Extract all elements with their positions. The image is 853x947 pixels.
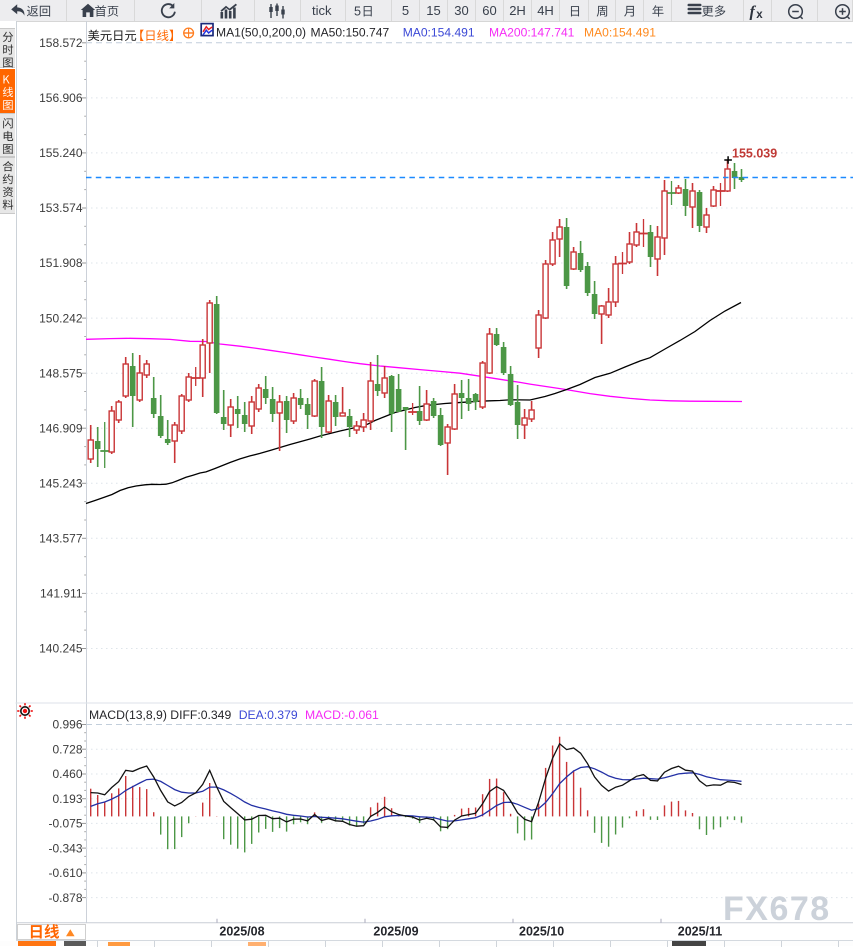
svg-text:158.572: 158.572 bbox=[39, 36, 83, 50]
svg-text:DEA:0.379: DEA:0.379 bbox=[239, 708, 298, 722]
svg-text:150.242: 150.242 bbox=[39, 311, 83, 325]
svg-text:151.908: 151.908 bbox=[39, 256, 83, 270]
svg-text:140.245: 140.245 bbox=[39, 642, 83, 656]
svg-text:153.574: 153.574 bbox=[39, 201, 83, 215]
svg-text:MACD:-0.061: MACD:-0.061 bbox=[305, 708, 379, 722]
svg-text:MA50:150.747: MA50:150.747 bbox=[311, 25, 390, 39]
svg-text:MA0:154.491: MA0:154.491 bbox=[584, 25, 656, 39]
svg-text:2025/11: 2025/11 bbox=[678, 925, 723, 939]
svg-text:MA200:147.741: MA200:147.741 bbox=[489, 25, 575, 39]
svg-text:2025/09: 2025/09 bbox=[373, 925, 418, 939]
svg-text:148.575: 148.575 bbox=[39, 366, 83, 380]
svg-text:MA1(50,0,200,0): MA1(50,0,200,0) bbox=[216, 25, 306, 39]
svg-text:0.460: 0.460 bbox=[52, 767, 82, 781]
svg-text:MA0:154.491: MA0:154.491 bbox=[403, 25, 475, 39]
svg-text:f: f bbox=[750, 4, 757, 21]
svg-text:FX678: FX678 bbox=[723, 890, 831, 928]
svg-text:143.577: 143.577 bbox=[39, 532, 83, 546]
svg-text:155.240: 155.240 bbox=[39, 146, 83, 160]
svg-text:141.911: 141.911 bbox=[40, 587, 83, 601]
svg-text:-0.610: -0.610 bbox=[48, 866, 82, 880]
svg-text:-0.343: -0.343 bbox=[48, 841, 82, 855]
svg-text:x: x bbox=[756, 9, 763, 20]
svg-text:0.996: 0.996 bbox=[52, 718, 82, 732]
svg-text:156.906: 156.906 bbox=[39, 91, 83, 105]
svg-text:155.039: 155.039 bbox=[732, 146, 777, 160]
svg-text:145.243: 145.243 bbox=[39, 477, 83, 491]
svg-text:146.909: 146.909 bbox=[39, 421, 83, 435]
svg-text:-0.075: -0.075 bbox=[48, 817, 82, 831]
svg-text:0.193: 0.193 bbox=[52, 792, 82, 806]
svg-text:-0.878: -0.878 bbox=[48, 891, 82, 905]
svg-text:2025/08: 2025/08 bbox=[219, 925, 264, 939]
svg-text:0.728: 0.728 bbox=[52, 742, 82, 756]
svg-text:2025/10: 2025/10 bbox=[519, 925, 564, 939]
svg-text:MACD(13,8,9) DIFF:0.349: MACD(13,8,9) DIFF:0.349 bbox=[89, 708, 231, 722]
